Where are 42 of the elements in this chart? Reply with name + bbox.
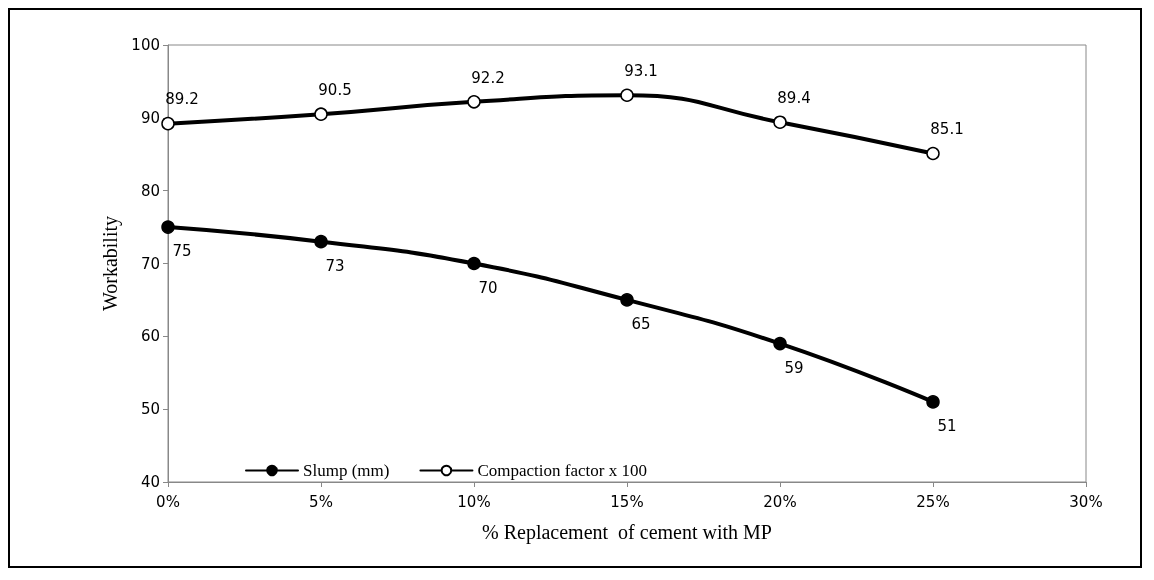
data-label: 65 bbox=[631, 315, 651, 334]
y-tick-label: 50 bbox=[140, 400, 160, 419]
point bbox=[467, 95, 481, 109]
x-tick-label: 10% bbox=[457, 492, 491, 511]
point bbox=[926, 146, 940, 161]
data-label: 89.4 bbox=[777, 88, 811, 107]
data-label: 90.5 bbox=[318, 80, 352, 99]
data-label: 89.2 bbox=[165, 90, 199, 109]
point bbox=[467, 256, 481, 271]
x-tick-label: 20% bbox=[763, 492, 797, 511]
data-label: 85.1 bbox=[930, 120, 964, 139]
x-tick-label: 15% bbox=[610, 492, 644, 511]
point bbox=[926, 395, 940, 409]
x-tick-label: 30% bbox=[1069, 492, 1103, 511]
point bbox=[314, 107, 328, 121]
point bbox=[620, 293, 634, 307]
point bbox=[773, 336, 787, 351]
x-tick-label: 5% bbox=[309, 492, 333, 511]
y-axis-title: Workability bbox=[99, 215, 122, 312]
point bbox=[620, 88, 634, 102]
data-label: 70 bbox=[478, 278, 498, 297]
data-label: 73 bbox=[325, 256, 345, 275]
y-tick-label: 70 bbox=[140, 254, 160, 273]
x-tick-label: 25% bbox=[916, 492, 950, 511]
x-tick-label: 0% bbox=[156, 492, 180, 511]
y-tick-label: 90 bbox=[140, 108, 160, 127]
point bbox=[314, 234, 328, 249]
y-tick-label: 80 bbox=[140, 181, 160, 200]
point bbox=[161, 220, 175, 234]
legend-label: Slump (mm) bbox=[303, 461, 390, 480]
data-label: 59 bbox=[784, 358, 804, 377]
data-label: 93.1 bbox=[624, 62, 658, 80]
y-tick-label: 60 bbox=[140, 327, 160, 346]
y-tick-label: 100 bbox=[131, 36, 160, 54]
point bbox=[773, 115, 787, 129]
legend-label: Compaction factor x 100 bbox=[477, 461, 647, 480]
data-label: 51 bbox=[937, 417, 957, 436]
data-label: 75 bbox=[172, 242, 192, 261]
point bbox=[161, 116, 175, 131]
y-tick-label: 40 bbox=[140, 473, 160, 491]
data-label: 92.2 bbox=[471, 68, 505, 87]
x-axis-title: % Replacement of cement with MP bbox=[482, 521, 772, 544]
